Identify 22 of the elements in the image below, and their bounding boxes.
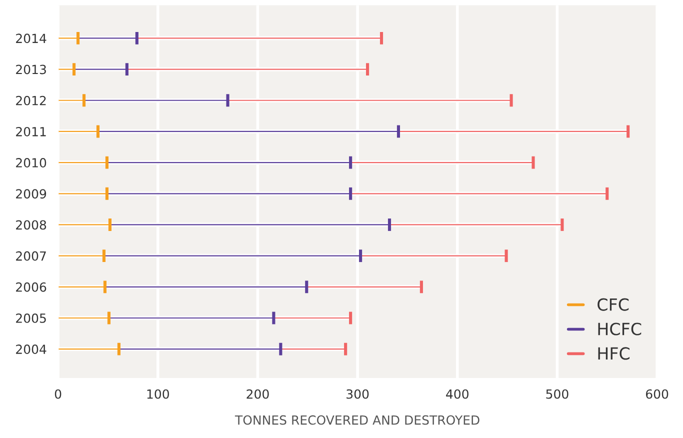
y-tick-label: 2008 (16, 220, 46, 230)
x-tick-label: 600 (646, 389, 668, 399)
x-axis-title: TONNES RECOVERED AND DESTROYED (234, 415, 480, 425)
y-tick-label: 2006 (16, 282, 46, 292)
y-tick-label: 2005 (16, 313, 46, 323)
legend-label: HFC (598, 347, 630, 360)
x-tick-label: 500 (546, 389, 568, 399)
y-tick-label: 2011 (16, 126, 46, 136)
y-tick-label: 2004 (16, 344, 46, 354)
y-tick-label: 2009 (16, 189, 46, 199)
y-tick-label: 2013 (16, 64, 46, 74)
legend-label: HCFC (598, 322, 642, 336)
y-tick-label: 2010 (16, 158, 46, 168)
x-tick-label: 100 (147, 389, 169, 399)
x-tick-label: 400 (446, 389, 468, 399)
x-tick-label: 300 (346, 389, 369, 399)
y-tick-label: 2012 (16, 96, 46, 106)
y-tick-label: 2007 (16, 251, 46, 261)
x-tick-label: 0 (54, 389, 62, 399)
y-tick-label: 2014 (16, 34, 46, 44)
x-tick-label: 200 (246, 389, 269, 399)
legend-label: CFC (598, 298, 629, 311)
